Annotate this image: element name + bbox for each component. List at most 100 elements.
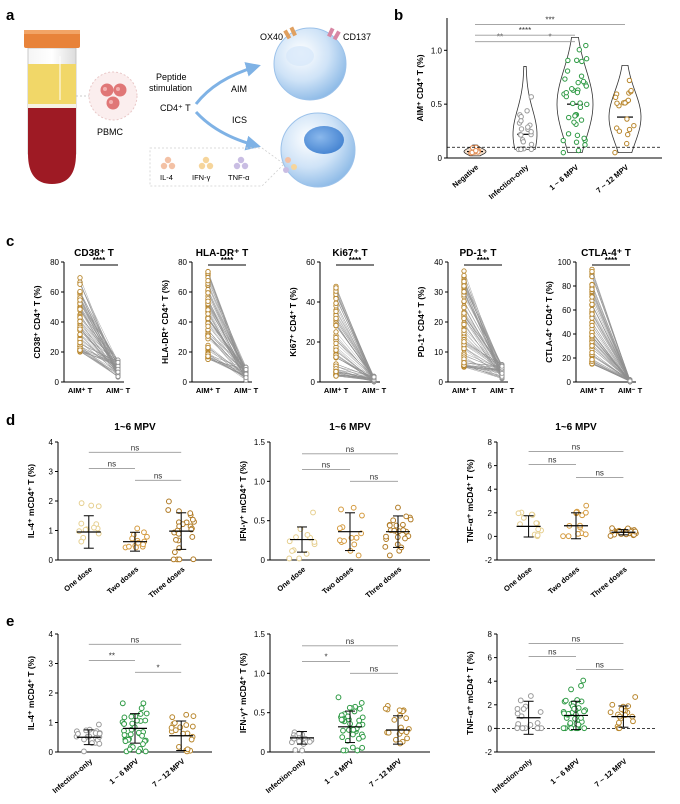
data-point	[616, 725, 623, 732]
data-point	[333, 300, 339, 306]
paired-line	[463, 353, 503, 370]
data-point	[609, 701, 616, 708]
chart-panel-d3: -2 0 2 4 6 8 TNF-α⁺ mCD4⁺ T (%) 1~6 MPV ns ns ns On…	[465, 422, 655, 600]
data-point	[351, 541, 358, 548]
y-tick-label: 80	[50, 258, 59, 267]
data-point	[333, 347, 339, 353]
x-category-label: Two doses	[320, 565, 355, 596]
data-point	[190, 713, 197, 720]
data-point	[527, 693, 534, 699]
chart-panel-c1: 0 20 40 60 80 CD38⁺ CD4⁺ T (%) CD38⁺ T**** AIM⁺…	[32, 248, 131, 395]
x-category-label: One dose	[275, 565, 307, 594]
data-point	[534, 720, 541, 726]
data-point	[589, 294, 595, 300]
x-category-label: Infection-only	[487, 162, 531, 201]
paired-line	[335, 354, 375, 382]
data-point	[205, 344, 211, 351]
data-point	[560, 725, 567, 732]
data-point	[616, 719, 622, 726]
y-tick-label: 1.5	[254, 630, 266, 639]
significance-label: ns	[572, 634, 580, 643]
data-point	[562, 76, 568, 82]
tnfa-label: TNF-α	[228, 173, 250, 182]
data-point	[356, 735, 362, 742]
data-point	[534, 532, 541, 539]
data-point	[607, 533, 614, 539]
y-axis-label: IFN-γ⁺ mCD4⁺ T (%)	[238, 461, 248, 541]
paired-line	[207, 335, 247, 378]
panel-title: HLA-DR⁺ T	[196, 248, 249, 259]
data-point	[291, 735, 298, 742]
data-point	[589, 301, 595, 308]
data-point	[171, 720, 178, 726]
y-tick-label: 1	[49, 527, 54, 536]
data-point	[563, 89, 569, 96]
x-category-label: AIM⁺ T	[196, 386, 221, 395]
x-category-label: AIM⁺ T	[68, 386, 93, 395]
significance-label: ns	[548, 647, 556, 656]
data-point	[570, 100, 576, 107]
data-point	[461, 310, 467, 316]
data-point	[126, 746, 133, 753]
data-point	[187, 510, 194, 517]
data-point	[514, 705, 521, 712]
panel-label-d: d	[6, 412, 15, 429]
data-point	[582, 531, 589, 538]
data-point	[135, 748, 142, 755]
data-point	[346, 727, 352, 733]
data-point	[205, 290, 211, 296]
paired-line	[463, 307, 503, 372]
significance-label: ns	[131, 635, 139, 644]
x-category-label: Infection-only	[264, 756, 308, 795]
data-point	[184, 746, 191, 753]
data-point	[140, 700, 147, 707]
data-point	[528, 129, 534, 135]
y-tick-label: -2	[485, 556, 493, 565]
y-axis-label: CTLA-4⁺ CD4⁺ T (%)	[544, 281, 554, 363]
chart-panel-d2: 0 0.5 1.0 1.5 IFN-γ⁺ mCD4⁺ T (%) 1~6 MPV ns ns n…	[238, 422, 430, 600]
paired-line	[591, 271, 631, 381]
ox40-label: OX40	[260, 32, 283, 42]
paired-line	[79, 320, 119, 364]
data-point	[142, 748, 149, 755]
data-point	[383, 533, 389, 540]
paired-line	[463, 287, 503, 378]
x-category-label: AIM⁻ T	[490, 386, 515, 395]
data-point	[624, 140, 630, 147]
data-point	[95, 721, 102, 728]
x-category-label: Three doses	[364, 565, 404, 600]
y-tick-label: 0	[439, 378, 444, 387]
paired-line	[207, 280, 247, 368]
y-tick-label: 4	[49, 630, 54, 639]
data-point	[354, 747, 361, 754]
x-category-label: 1 ~ 6 MPV	[549, 757, 582, 787]
data-point	[390, 517, 397, 524]
y-tick-label: 0	[488, 724, 493, 733]
data-point	[77, 339, 83, 346]
data-point	[461, 360, 467, 366]
data-point	[349, 731, 356, 738]
y-tick-label: 0	[55, 378, 60, 387]
data-point	[461, 289, 467, 295]
ics-arrow	[194, 110, 261, 151]
paired-line	[79, 309, 119, 364]
data-point	[612, 149, 618, 156]
data-point	[632, 528, 639, 535]
data-point	[528, 94, 534, 100]
data-point	[514, 710, 521, 717]
data-point	[292, 747, 299, 753]
data-point	[579, 58, 585, 65]
paired-line	[79, 338, 119, 367]
paired-line	[207, 334, 247, 374]
paired-line	[335, 337, 375, 379]
data-point	[584, 101, 590, 108]
y-tick-label: 4	[488, 677, 493, 686]
data-point	[169, 714, 176, 721]
data-point	[386, 522, 393, 529]
data-point	[303, 550, 310, 557]
y-tick-label: 0	[567, 378, 572, 387]
x-category-label: Negative	[451, 163, 481, 190]
cd137-receptor-icon	[327, 27, 341, 41]
data-point	[333, 285, 339, 291]
y-tick-label: 20	[50, 348, 59, 357]
